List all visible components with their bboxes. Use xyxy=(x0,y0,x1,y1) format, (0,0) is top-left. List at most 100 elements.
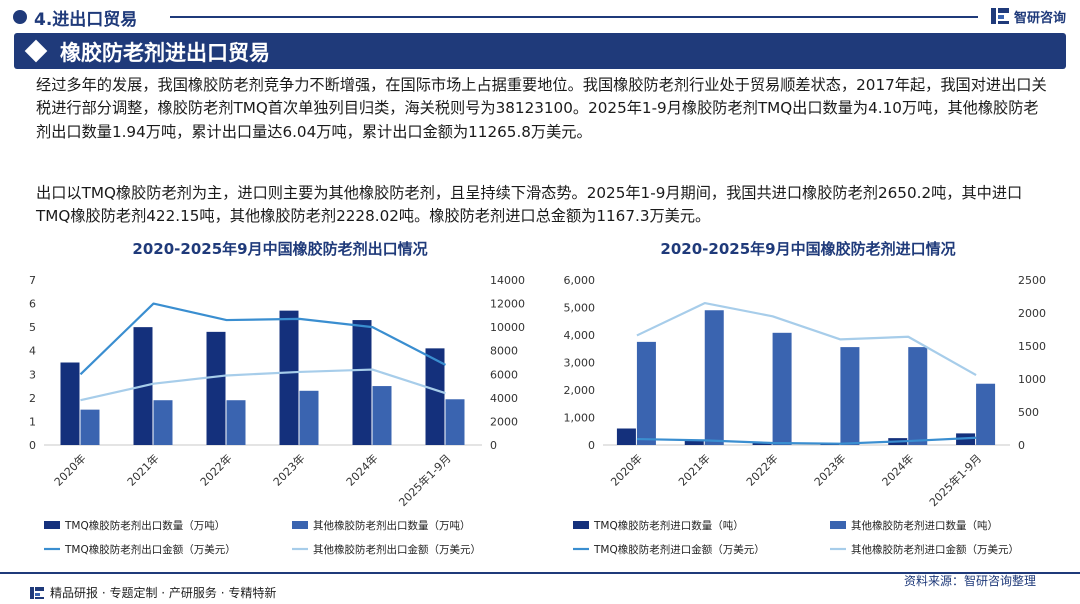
import-bar-other xyxy=(636,341,656,445)
import-ytick-left: 2,000 xyxy=(564,384,596,397)
top-header: 4.进出口贸易 智研咨询 xyxy=(0,0,1080,34)
import-ytick-right: 0 xyxy=(1018,439,1025,452)
export-ytick-left: 6 xyxy=(29,298,36,311)
export-legend-label: 其他橡胶防老剂出口数量（万吨） xyxy=(313,519,471,532)
export-line-tmq xyxy=(79,302,447,376)
section-bullet-icon xyxy=(13,10,27,24)
import-legend-label: TMQ橡胶防老剂进口金额（万美元） xyxy=(593,543,765,556)
intro-paragraph: 经过多年的发展，我国橡胶防老剂竞争力不断增强，在国际市场上占据重要地位。我国橡胶… xyxy=(36,76,1047,141)
export-ytick-right: 10000 xyxy=(490,321,525,334)
export-bar-other xyxy=(226,400,246,445)
import-legend-label: 其他橡胶防老剂进口金额（万美元） xyxy=(851,543,1019,556)
import-bar-other xyxy=(908,347,928,445)
export-bar-tmq xyxy=(206,331,226,445)
export-bar-other xyxy=(445,399,465,445)
export-ytick-left: 0 xyxy=(29,439,36,452)
brand-name: 智研咨询 xyxy=(1014,10,1067,26)
import-xtick: 2023年 xyxy=(811,451,848,488)
export-bar-other xyxy=(372,386,392,445)
export-bar-tmq xyxy=(279,310,299,445)
export-ytick-right: 2000 xyxy=(490,415,518,428)
export-legend-swatch xyxy=(44,521,60,529)
export-xtick: 2022年 xyxy=(197,451,234,488)
import-xtick: 2025年1-9月 xyxy=(926,451,984,509)
import-legend-label: 其他橡胶防老剂进口数量（吨） xyxy=(851,519,998,532)
export-bar-other xyxy=(153,400,173,445)
export-line-other xyxy=(80,368,446,402)
footer-logo-icon xyxy=(30,586,44,599)
import-ytick-left: 1,000 xyxy=(564,412,596,425)
import-ytick-right: 500 xyxy=(1018,406,1039,419)
export-bar-other xyxy=(299,390,319,445)
export-ytick-right: 14000 xyxy=(490,274,525,287)
import-paragraph: 出口以TMQ橡胶防老剂为主，进口则主要为其他橡胶防老剂，且呈持续下滑态势。202… xyxy=(36,184,1023,226)
import-xtick: 2024年 xyxy=(879,451,916,488)
import-ytick-right: 1000 xyxy=(1018,373,1046,386)
export-xtick: 2025年1-9月 xyxy=(396,451,454,509)
export-bar-tmq xyxy=(352,320,372,445)
import-legend-swatch xyxy=(573,521,589,529)
import-xtick: 2021年 xyxy=(675,451,712,488)
export-bar-tmq xyxy=(60,362,80,445)
export-ytick-right: 0 xyxy=(490,439,497,452)
import-chart-title: 2020-2025年9月中国橡胶防老剂进口情况 xyxy=(660,240,956,258)
import-legend-swatch xyxy=(830,521,846,529)
export-ytick-right: 8000 xyxy=(490,345,518,358)
import-ytick-left: 6,000 xyxy=(564,274,596,287)
export-xtick: 2024年 xyxy=(343,451,380,488)
import-bar-other xyxy=(772,332,792,445)
export-bar-other xyxy=(80,409,100,445)
import-xtick: 2022年 xyxy=(743,451,780,488)
title-banner: 橡胶防老剂进出口贸易 xyxy=(14,33,1066,69)
import-line-other xyxy=(636,301,977,376)
brand-logo-icon xyxy=(991,8,1009,24)
import-bar-other xyxy=(976,383,996,445)
export-xtick: 2020年 xyxy=(51,451,88,488)
export-xtick: 2023年 xyxy=(270,451,307,488)
import-legend-label: TMQ橡胶防老剂进口数量（吨） xyxy=(593,519,744,532)
export-ytick-right: 12000 xyxy=(490,298,525,311)
export-legend-label: TMQ橡胶防老剂出口数量（万吨） xyxy=(64,519,225,532)
header-divider xyxy=(170,16,978,18)
import-bar-tmq xyxy=(684,439,704,445)
import-ytick-right: 2500 xyxy=(1018,274,1046,287)
export-chart: 2020-2025年9月中国橡胶防老剂出口情况 0 1 2 3 4 5 6 7 0 2000 400… xyxy=(22,238,538,564)
import-ytick-left: 3,000 xyxy=(564,357,596,370)
export-ytick-left: 3 xyxy=(29,368,36,381)
import-chart: 2020-2025年9月中国橡胶防老剂进口情况 0 1,000 2,000 3,000… xyxy=(548,238,1068,564)
footer-divider xyxy=(0,572,1080,574)
export-ytick-right: 6000 xyxy=(490,368,518,381)
brand[interactable]: 智研咨询 xyxy=(990,6,1066,26)
import-bar-other xyxy=(840,347,860,445)
export-legend-label: TMQ橡胶防老剂出口金额（万美元） xyxy=(64,543,236,556)
import-bar-other xyxy=(704,310,724,445)
footer-tagline-text: 精品研报 · 专题定制 · 产研服务 · 专精特新 xyxy=(50,586,277,600)
export-ytick-left: 2 xyxy=(29,392,36,405)
import-ytick-right: 2000 xyxy=(1018,307,1046,320)
export-bar-tmq xyxy=(425,348,445,445)
export-legend-label: 其他橡胶防老剂出口金额（万美元） xyxy=(313,543,481,556)
export-ytick-left: 5 xyxy=(29,321,36,334)
export-chart-svg: 0 1 2 3 4 5 6 7 0 2000 4000 6000 8000 10000 12000 14000… xyxy=(29,274,525,556)
import-bar-tmq xyxy=(752,442,772,445)
export-ytick-left: 4 xyxy=(29,345,36,358)
section-title: 4.进出口贸易 xyxy=(34,10,138,30)
export-ytick-left: 7 xyxy=(29,274,36,287)
export-legend-swatch xyxy=(292,521,308,529)
import-xtick: 2020年 xyxy=(608,451,645,488)
import-ytick-left: 5,000 xyxy=(564,302,596,315)
page-title: 橡胶防老剂进出口贸易 xyxy=(60,41,270,65)
diamond-icon xyxy=(24,39,48,63)
export-ytick-left: 1 xyxy=(29,415,36,428)
import-line-tmq xyxy=(636,436,977,445)
import-ytick-left: 0 xyxy=(588,439,595,452)
export-xtick: 2021年 xyxy=(124,451,161,488)
import-bar-tmq xyxy=(616,428,636,445)
import-ytick-right: 1500 xyxy=(1018,340,1046,353)
data-source: 资料来源：智研咨询整理 xyxy=(904,574,1037,588)
import-chart-svg: 0 1,000 2,000 3,000 4,000 5,000 6,000 0 500 1000 1… xyxy=(564,274,1047,556)
import-ytick-left: 4,000 xyxy=(564,329,596,342)
export-ytick-right: 4000 xyxy=(490,392,518,405)
export-chart-title: 2020-2025年9月中国橡胶防老剂出口情况 xyxy=(132,240,428,258)
footer-tagline: 精品研报 · 专题定制 · 产研服务 · 专精特新 xyxy=(30,584,276,601)
